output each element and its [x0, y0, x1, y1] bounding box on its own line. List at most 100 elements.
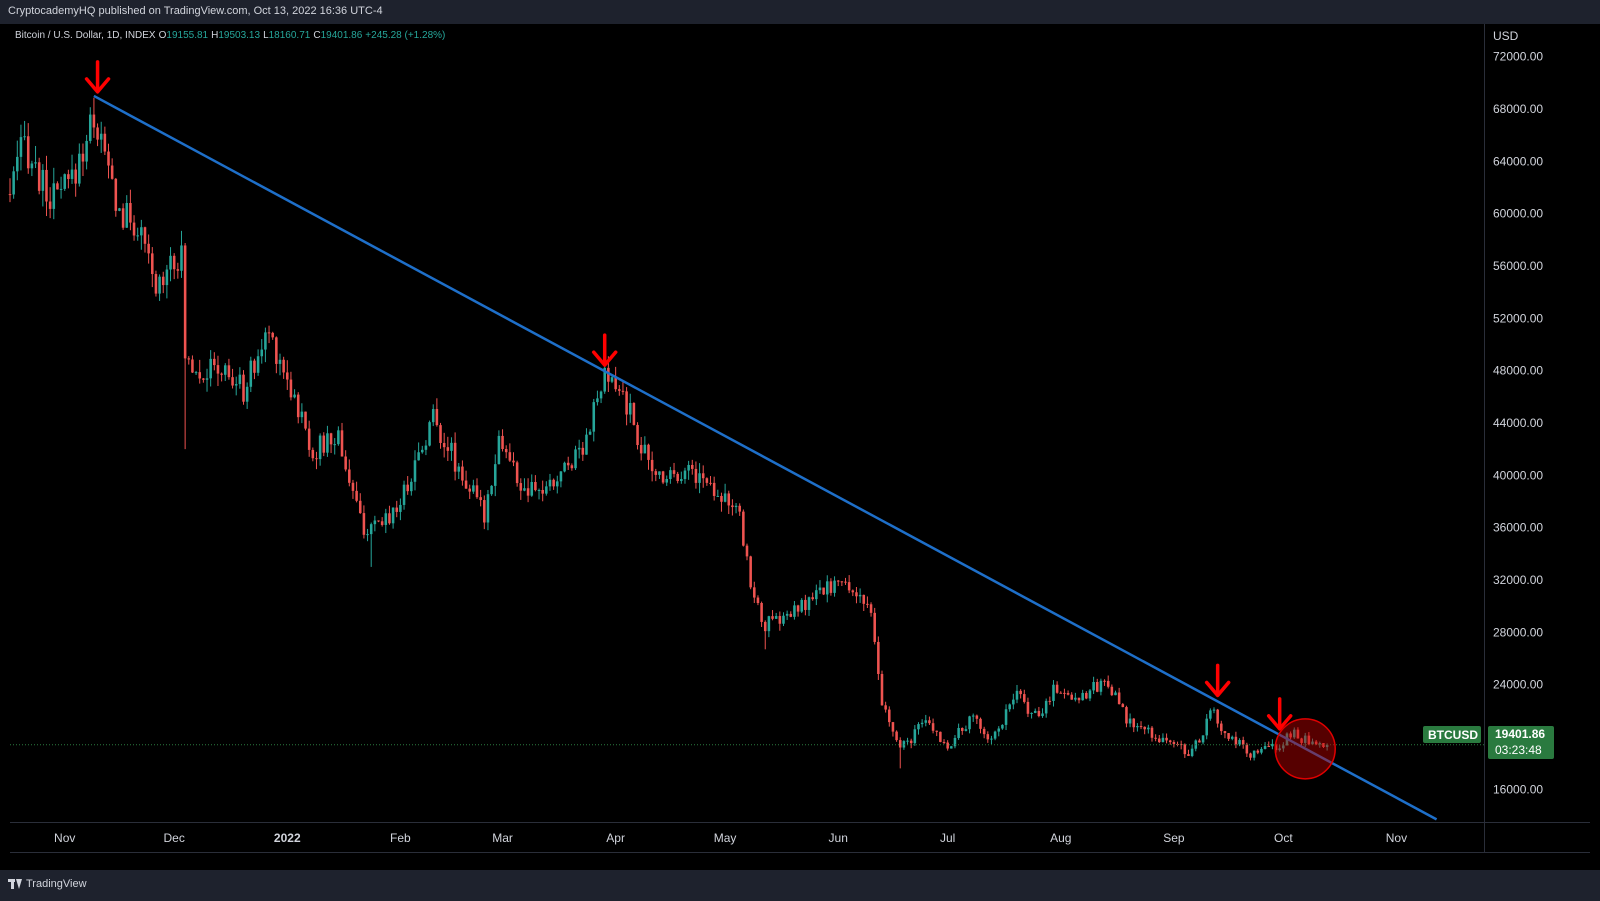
candle	[1282, 742, 1285, 752]
candle-body	[993, 731, 997, 739]
tradingview-logo[interactable]: TradingView	[8, 878, 87, 890]
candle	[461, 460, 464, 486]
candle-body	[282, 359, 285, 373]
candle	[869, 602, 873, 617]
candle	[483, 495, 486, 530]
candle	[548, 473, 552, 491]
candle-body	[763, 621, 767, 632]
candle	[384, 508, 388, 534]
candle-body	[658, 471, 661, 475]
time-axis: Nov Dec 2022 Feb Mar Apr May Jun Jul Aug Sep Oct Nov	[10, 822, 1590, 853]
candle	[442, 432, 446, 458]
candle	[1059, 691, 1063, 694]
candle-body	[1041, 713, 1044, 717]
candle	[851, 589, 855, 597]
candle-body	[931, 723, 935, 731]
candle-body	[581, 447, 585, 455]
candle-body	[537, 489, 541, 491]
candle-body	[796, 605, 800, 612]
candle	[501, 429, 504, 452]
candle	[1114, 690, 1117, 696]
candle-body	[446, 447, 450, 451]
candle	[479, 489, 482, 507]
candle	[898, 737, 902, 769]
candle-body	[213, 358, 216, 366]
candle-body	[278, 359, 282, 364]
candle-body	[508, 452, 512, 461]
candle-body	[23, 136, 26, 138]
candle	[16, 140, 19, 181]
candle	[829, 578, 833, 596]
candle-body	[1085, 692, 1088, 699]
time-tick-label: Jun	[829, 831, 848, 845]
currency-label[interactable]: USD	[1493, 29, 1519, 43]
candle-body	[56, 183, 59, 190]
candle-body	[982, 728, 986, 735]
candle	[486, 489, 490, 531]
candle	[8, 178, 12, 203]
candle-body	[541, 489, 544, 494]
legend-close: 19401.86	[320, 30, 363, 41]
candle	[727, 490, 731, 515]
candle	[227, 358, 231, 380]
candle	[129, 189, 132, 231]
candle	[596, 390, 599, 406]
candle-body	[1212, 709, 1216, 711]
legend-open: 19155.81	[166, 30, 209, 41]
candle	[661, 470, 665, 485]
candle-body	[1052, 684, 1055, 701]
candle	[34, 145, 37, 169]
candle	[337, 426, 340, 446]
candle-body	[960, 728, 964, 731]
candle-body	[716, 495, 720, 497]
candle	[698, 463, 701, 494]
candle	[1179, 740, 1183, 750]
candle-body	[1048, 700, 1052, 702]
candle	[1066, 690, 1070, 696]
candle-body	[286, 372, 289, 380]
candle	[121, 203, 125, 230]
candle	[234, 376, 238, 396]
candle-body	[1318, 743, 1322, 745]
candle-body	[1150, 727, 1154, 738]
candle-body	[461, 466, 464, 481]
candle-body	[774, 616, 778, 619]
candle	[964, 725, 968, 732]
candle-body	[920, 722, 924, 725]
candle-body	[701, 473, 705, 479]
chart-frame[interactable]	[10, 24, 1590, 870]
candle-body	[782, 615, 785, 624]
candle	[537, 488, 541, 500]
candle	[866, 596, 869, 609]
candle-body	[888, 709, 891, 723]
candle-body	[333, 444, 336, 446]
down-arrow-icon	[84, 60, 111, 94]
candle	[891, 721, 895, 737]
candle-body	[1044, 700, 1048, 714]
candle-body	[997, 728, 1001, 732]
candle-body	[245, 386, 249, 402]
candle-body	[1198, 740, 1201, 743]
candle-body	[107, 151, 110, 166]
price-tick-label: 56000.00	[1493, 259, 1543, 273]
candle-body	[1296, 729, 1300, 739]
candle	[1176, 741, 1179, 747]
candle-body	[793, 605, 796, 617]
candle	[151, 247, 154, 288]
candle-body	[512, 460, 515, 463]
candle	[249, 356, 253, 393]
candle	[818, 580, 822, 594]
candle-body	[118, 208, 121, 211]
candle	[731, 499, 734, 516]
price-axis-panel	[1484, 24, 1590, 822]
candle-body	[742, 511, 745, 546]
price-tick-label: 24000.00	[1493, 678, 1543, 692]
candle-body	[125, 202, 129, 228]
candle-body	[96, 127, 99, 140]
candle-body	[256, 356, 260, 373]
candle	[855, 586, 858, 604]
candle	[512, 452, 515, 467]
candle-body	[129, 202, 132, 223]
candle	[515, 460, 519, 487]
